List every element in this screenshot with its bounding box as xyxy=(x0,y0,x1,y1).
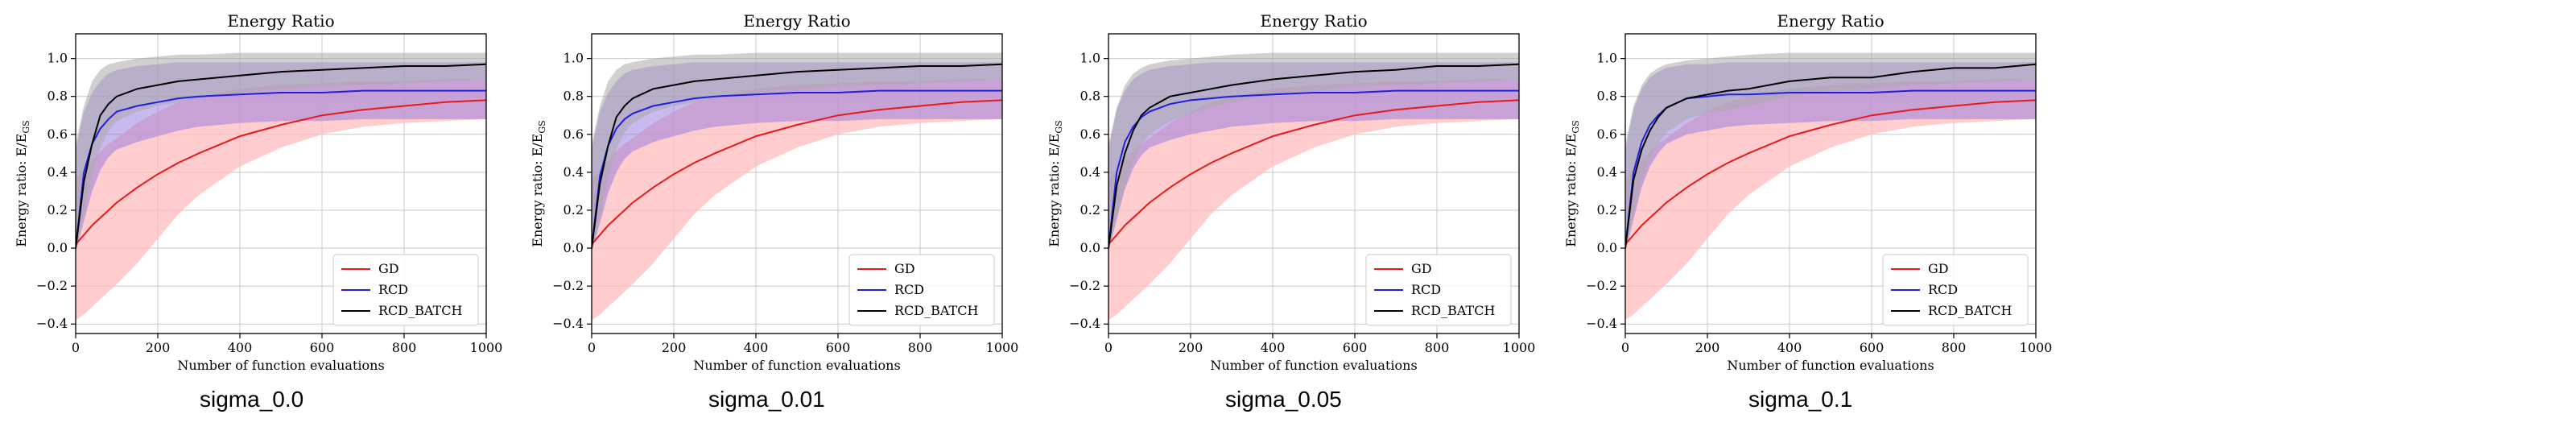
chart-title: Energy Ratio xyxy=(227,11,334,31)
y-tick-label: 0.8 xyxy=(1597,89,1617,104)
y-tick-label: 0.4 xyxy=(47,164,68,180)
y-tick-label: 0.6 xyxy=(47,126,68,142)
y-tick-label: −0.2 xyxy=(1069,278,1100,293)
y-axis-label: Energy ratio: E/EGS xyxy=(1563,120,1581,246)
x-tick-label: 1000 xyxy=(986,340,1019,355)
legend-label: GD xyxy=(894,261,915,276)
y-tick-label: −0.4 xyxy=(552,316,584,331)
y-axis-label: Energy ratio: E/EGS xyxy=(1046,120,1064,246)
y-tick-label: 0.8 xyxy=(564,89,584,104)
y-axis-label: Energy ratio: E/EGS xyxy=(530,120,547,246)
legend-label: RCD xyxy=(1928,282,1958,297)
y-tick-label: −0.4 xyxy=(1586,316,1617,331)
x-tick-label: 800 xyxy=(392,340,417,355)
legend-label: RCD_BATCH xyxy=(1928,303,2012,318)
y-tick-label: 1.0 xyxy=(47,51,68,66)
x-tick-label: 1000 xyxy=(1503,340,1536,355)
legend-label: RCD_BATCH xyxy=(1411,303,1495,318)
y-tick-label: 0.6 xyxy=(1080,126,1100,142)
x-tick-label: 0 xyxy=(1104,340,1113,355)
legend: GD RCD RCD_BATCH xyxy=(849,255,994,325)
y-tick-label: 0.6 xyxy=(1597,126,1617,142)
x-axis-label: Number of function evaluations xyxy=(1727,358,1934,373)
caption-sigma-0-1: sigma_0.1 xyxy=(1748,387,1852,412)
x-tick-label: 1000 xyxy=(470,340,503,355)
y-tick-label: 0.4 xyxy=(1597,164,1617,180)
x-tick-label: 800 xyxy=(908,340,933,355)
chart-panel-3: 0 200 400 600 800 1000 −0.4 −0.2 0.0 0.2 0.4 0.6 0.8… xyxy=(1563,11,2052,373)
x-tick-label: 0 xyxy=(1621,340,1629,355)
y-tick-label: 0.2 xyxy=(47,202,68,218)
x-axis-label: Number of function evaluations xyxy=(1210,358,1417,373)
legend-label: RCD_BATCH xyxy=(378,303,462,318)
x-tick-label: 200 xyxy=(1179,340,1203,355)
x-tick-label: 200 xyxy=(146,340,171,355)
x-tick-label: 400 xyxy=(1777,340,1802,355)
legend-label: GD xyxy=(1411,261,1432,276)
y-tick-label: 0.0 xyxy=(1080,240,1100,255)
x-tick-label: 400 xyxy=(228,340,253,355)
chart-title: Energy Ratio xyxy=(1777,11,1884,31)
legend-label: GD xyxy=(378,261,399,276)
x-tick-label: 200 xyxy=(1695,340,1720,355)
x-tick-label: 0 xyxy=(588,340,596,355)
x-axis-label: Number of function evaluations xyxy=(177,358,384,373)
y-tick-label: 0.0 xyxy=(1597,240,1617,255)
legend-label: RCD xyxy=(378,282,408,297)
legend-label: GD xyxy=(1928,261,1949,276)
y-tick-label: 0.2 xyxy=(1080,202,1100,218)
caption-sigma-0-01: sigma_0.01 xyxy=(708,387,825,412)
legend: GD RCD RCD_BATCH xyxy=(1883,255,2028,325)
y-tick-label: 0.4 xyxy=(564,164,584,180)
y-tick-label: 0.6 xyxy=(564,126,584,142)
x-tick-label: 0 xyxy=(72,340,80,355)
y-tick-label: 0.8 xyxy=(1080,89,1100,104)
legend: GD RCD RCD_BATCH xyxy=(333,255,478,325)
chart-panel-1: 0 200 400 600 800 1000 −0.4 −0.2 0.0 0.2 0.4 0.6 0.8… xyxy=(530,11,1018,373)
y-tick-label: 1.0 xyxy=(564,51,584,66)
legend-label: RCD_BATCH xyxy=(894,303,978,318)
chart-panel-0: 0 200 400 600 800 1000 −0.4 −0.2 0.0 0.2 0.4 0.6 0.8… xyxy=(14,11,502,373)
y-tick-label: 0.0 xyxy=(564,240,584,255)
y-tick-label: 0.8 xyxy=(47,89,68,104)
chart-title: Energy Ratio xyxy=(1260,11,1367,31)
x-tick-label: 600 xyxy=(1860,340,1885,355)
y-tick-label: −0.4 xyxy=(36,316,68,331)
caption-sigma-0-05: sigma_0.05 xyxy=(1225,387,1342,412)
x-tick-label: 400 xyxy=(1261,340,1286,355)
y-tick-label: 0.4 xyxy=(1080,164,1100,180)
x-tick-label: 800 xyxy=(1425,340,1450,355)
x-tick-label: 200 xyxy=(662,340,687,355)
x-tick-label: 600 xyxy=(310,340,335,355)
x-tick-label: 800 xyxy=(1942,340,1967,355)
legend: GD RCD RCD_BATCH xyxy=(1366,255,1511,325)
y-tick-label: −0.4 xyxy=(1069,316,1100,331)
x-axis-label: Number of function evaluations xyxy=(693,358,900,373)
x-tick-label: 600 xyxy=(826,340,851,355)
y-tick-label: −0.2 xyxy=(552,278,584,293)
chart-title: Energy Ratio xyxy=(743,11,850,31)
legend-label: RCD xyxy=(894,282,924,297)
x-tick-label: 400 xyxy=(744,340,769,355)
y-tick-label: 0.0 xyxy=(47,240,68,255)
legend-label: RCD xyxy=(1411,282,1441,297)
y-tick-label: 1.0 xyxy=(1597,51,1617,66)
caption-sigma-0-0: sigma_0.0 xyxy=(200,387,303,412)
chart-panel-2: 0 200 400 600 800 1000 −0.4 −0.2 0.0 0.2 0.4 0.6 0.8… xyxy=(1046,11,1535,373)
y-tick-label: −0.2 xyxy=(1586,278,1617,293)
y-tick-label: 0.2 xyxy=(564,202,584,218)
y-tick-label: −0.2 xyxy=(36,278,68,293)
x-tick-label: 1000 xyxy=(2020,340,2053,355)
y-axis-label: Energy ratio: E/EGS xyxy=(14,120,31,246)
x-tick-label: 600 xyxy=(1343,340,1368,355)
y-tick-label: 1.0 xyxy=(1080,51,1100,66)
y-tick-label: 0.2 xyxy=(1597,202,1617,218)
